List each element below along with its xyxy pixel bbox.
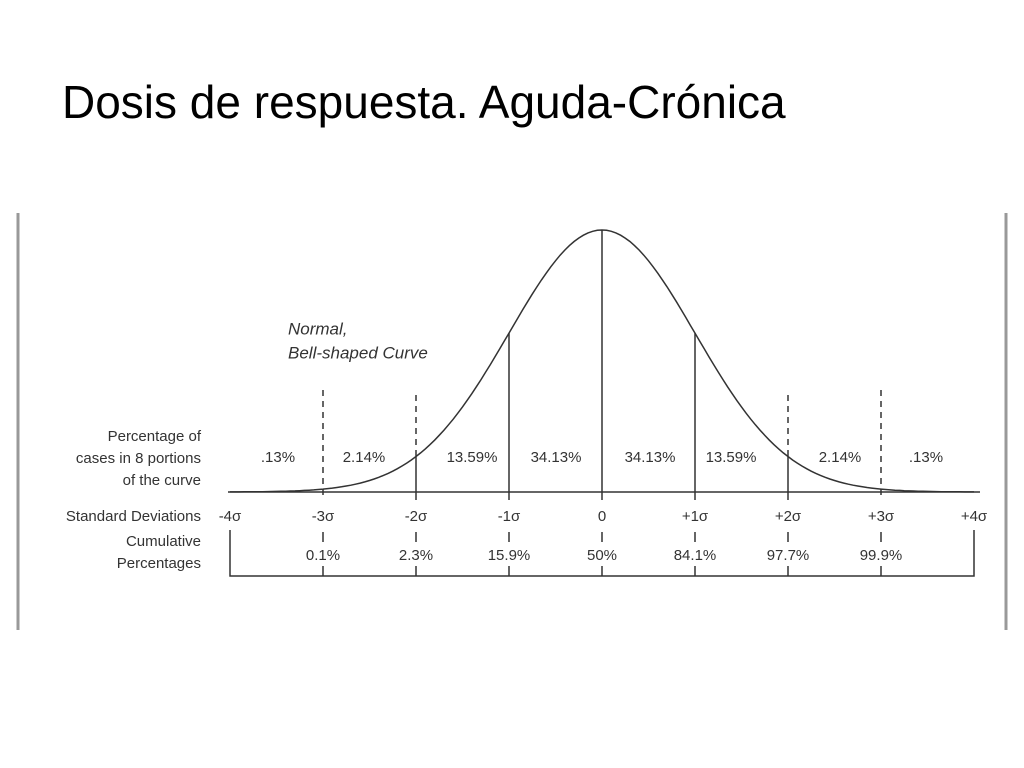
deviation-label: -2σ [405,508,428,525]
cumulative-label: 2.3% [399,547,433,564]
cumulative-label: 0.1% [306,547,340,564]
cumulative-label: 15.9% [488,547,531,564]
deviation-label: +3σ [868,508,895,525]
cumulative-label: 84.1% [674,547,717,564]
deviation-label: +1σ [682,508,709,525]
deviation-label: +2σ [775,508,802,525]
portion-label: 2.14% [819,449,862,466]
normal-curve-diagram: Normal, Bell-shaped Curve Percentage of cas… [66,229,988,577]
portion-label: 2.14% [343,449,386,466]
deviation-label: -4σ [219,508,242,525]
row-label: Percentage of [108,428,202,445]
portion-label: .13% [261,449,295,466]
cumulative-label: 50% [587,547,617,564]
slide-title: Dosis de respuesta. Aguda-Crónica [62,76,786,128]
deviation-label: +4σ [961,508,988,525]
curve-label: Bell-shaped Curve [288,343,428,362]
row-label: Standard Deviations [66,508,201,525]
portion-label: .13% [909,449,943,466]
cumulative-label: 99.9% [860,547,903,564]
portion-label: 34.13% [625,449,676,466]
deviation-label: -1σ [498,508,521,525]
cumulative-bracket [229,530,975,577]
row-label: of the curve [123,472,201,489]
portion-label: 13.59% [447,449,498,466]
row-label: Cumulative [126,533,201,550]
portion-label: 13.59% [706,449,757,466]
row-label: Percentages [117,555,201,572]
portion-label: 34.13% [531,449,582,466]
deviation-label: 0 [598,508,606,525]
curve-label: Normal, [288,319,348,338]
cumulative-label: 97.7% [767,547,810,564]
row-label: cases in 8 portions [76,450,201,467]
deviation-label: -3σ [312,508,335,525]
